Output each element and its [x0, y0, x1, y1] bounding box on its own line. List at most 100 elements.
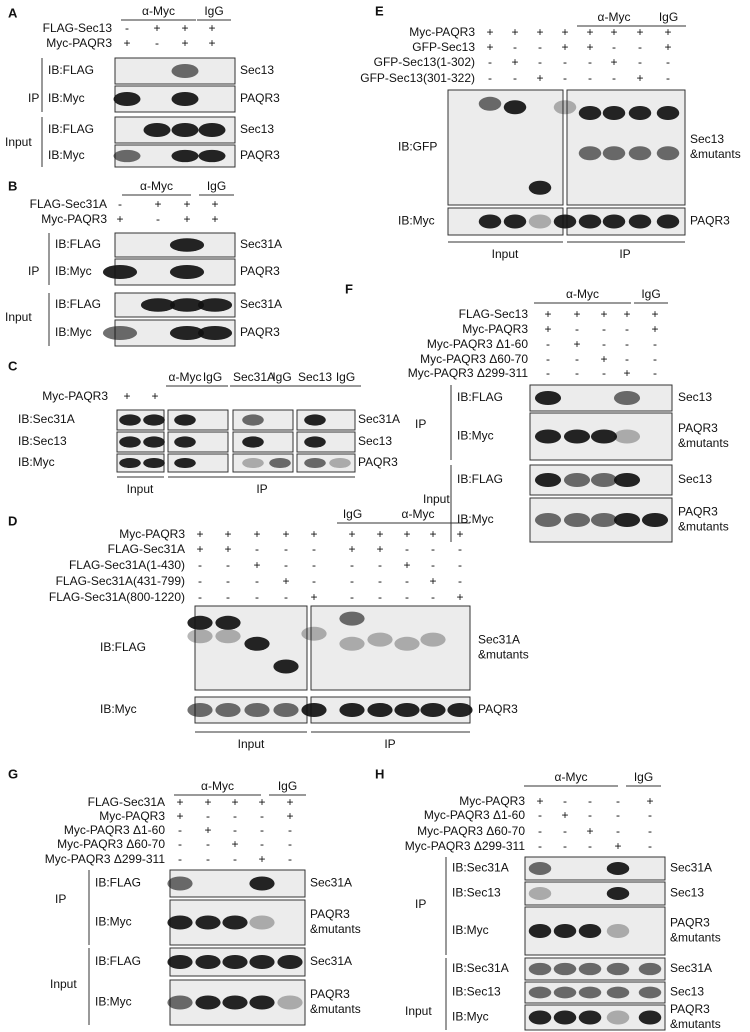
sign: -	[198, 590, 202, 604]
band	[613, 473, 641, 487]
condition-label: Myc-PAQR3 Δ60-70	[57, 837, 165, 851]
sign: -	[405, 542, 409, 556]
band	[553, 924, 577, 938]
target-label: PAQR3	[678, 505, 718, 519]
sign: -	[233, 852, 237, 866]
target-label: PAQR3	[240, 264, 280, 278]
sign: -	[350, 558, 354, 572]
band	[169, 265, 205, 279]
sign: -	[638, 40, 642, 54]
sign: +	[403, 527, 410, 541]
sign: +	[573, 307, 580, 321]
band	[528, 887, 552, 900]
band	[167, 955, 193, 969]
condition-label: Myc-PAQR3	[42, 389, 108, 403]
target-label: Sec31A	[358, 412, 400, 426]
band	[167, 876, 193, 891]
blot-label: IB:Myc	[55, 325, 92, 339]
band	[273, 703, 299, 717]
sign: -	[233, 823, 237, 837]
panel-letter: C	[8, 358, 18, 373]
band	[628, 146, 652, 161]
section-label: IP	[55, 892, 66, 906]
band	[553, 1010, 577, 1025]
blot-label: IB:FLAG	[457, 390, 503, 404]
sign: +	[536, 25, 543, 39]
target-label: &mutants	[690, 147, 741, 161]
condition-label: Myc-PAQR3	[409, 25, 475, 39]
band	[367, 703, 393, 717]
band	[143, 436, 165, 448]
sign: +	[123, 389, 130, 403]
sign: -	[538, 55, 542, 69]
sign: +	[204, 823, 211, 837]
sign: +	[348, 542, 355, 556]
target-label: Sec31A	[240, 237, 282, 251]
group-label: IgG	[272, 370, 291, 384]
band	[167, 995, 193, 1010]
section-label: Input	[5, 135, 32, 149]
group-label: α-Myc	[598, 10, 631, 24]
band	[394, 703, 420, 717]
sign: +	[651, 322, 658, 336]
condition-label: Myc-PAQR3 Δ60-70	[417, 824, 525, 838]
sign: +	[610, 55, 617, 69]
sign: -	[405, 574, 409, 588]
band	[606, 986, 630, 999]
band	[339, 611, 365, 626]
band	[590, 473, 618, 487]
band	[249, 915, 275, 930]
sign: +	[586, 40, 593, 54]
band	[656, 106, 680, 120]
target-label: PAQR3	[240, 91, 280, 105]
band	[119, 457, 141, 469]
sign: +	[664, 25, 671, 39]
target-label: PAQR3	[678, 421, 718, 435]
sign: -	[546, 352, 550, 366]
sign: -	[288, 823, 292, 837]
band	[503, 214, 527, 229]
sign: -	[538, 40, 542, 54]
sign: -	[350, 590, 354, 604]
blot-label: IB:FLAG	[55, 237, 101, 251]
target-label: Sec31A	[670, 961, 712, 975]
sign: -	[588, 55, 592, 69]
sign: -	[312, 542, 316, 556]
sign: +	[282, 527, 289, 541]
band	[304, 436, 326, 448]
band	[656, 146, 680, 161]
band	[534, 513, 562, 527]
blot-label: IB:Sec31A	[452, 861, 509, 875]
sign: +	[646, 794, 653, 808]
blot-label: IB:Myc	[48, 91, 85, 105]
band	[578, 146, 602, 161]
sign: +	[486, 25, 493, 39]
band	[277, 995, 303, 1010]
sign: +	[586, 25, 593, 39]
sign: -	[563, 839, 567, 853]
band	[304, 457, 326, 469]
sign: +	[196, 527, 203, 541]
band	[249, 955, 275, 969]
sign: +	[486, 40, 493, 54]
group-label: IgG	[659, 10, 678, 24]
sign: +	[208, 21, 215, 35]
sign: -	[602, 322, 606, 336]
sign: +	[282, 574, 289, 588]
band	[242, 457, 264, 469]
band	[119, 414, 141, 426]
band	[113, 92, 141, 106]
group-label: IgG	[203, 370, 222, 384]
band	[534, 429, 562, 444]
sign: -	[431, 558, 435, 572]
target-label: PAQR3	[310, 987, 350, 1001]
sign: -	[206, 837, 210, 851]
sign: -	[666, 55, 670, 69]
sign: -	[588, 808, 592, 822]
sign: -	[538, 839, 542, 853]
band	[606, 862, 630, 875]
blot-label: IB:FLAG	[95, 876, 141, 890]
blot-label: IB:Sec13	[452, 886, 501, 900]
band	[602, 106, 626, 120]
target-label: &mutants	[678, 436, 729, 450]
